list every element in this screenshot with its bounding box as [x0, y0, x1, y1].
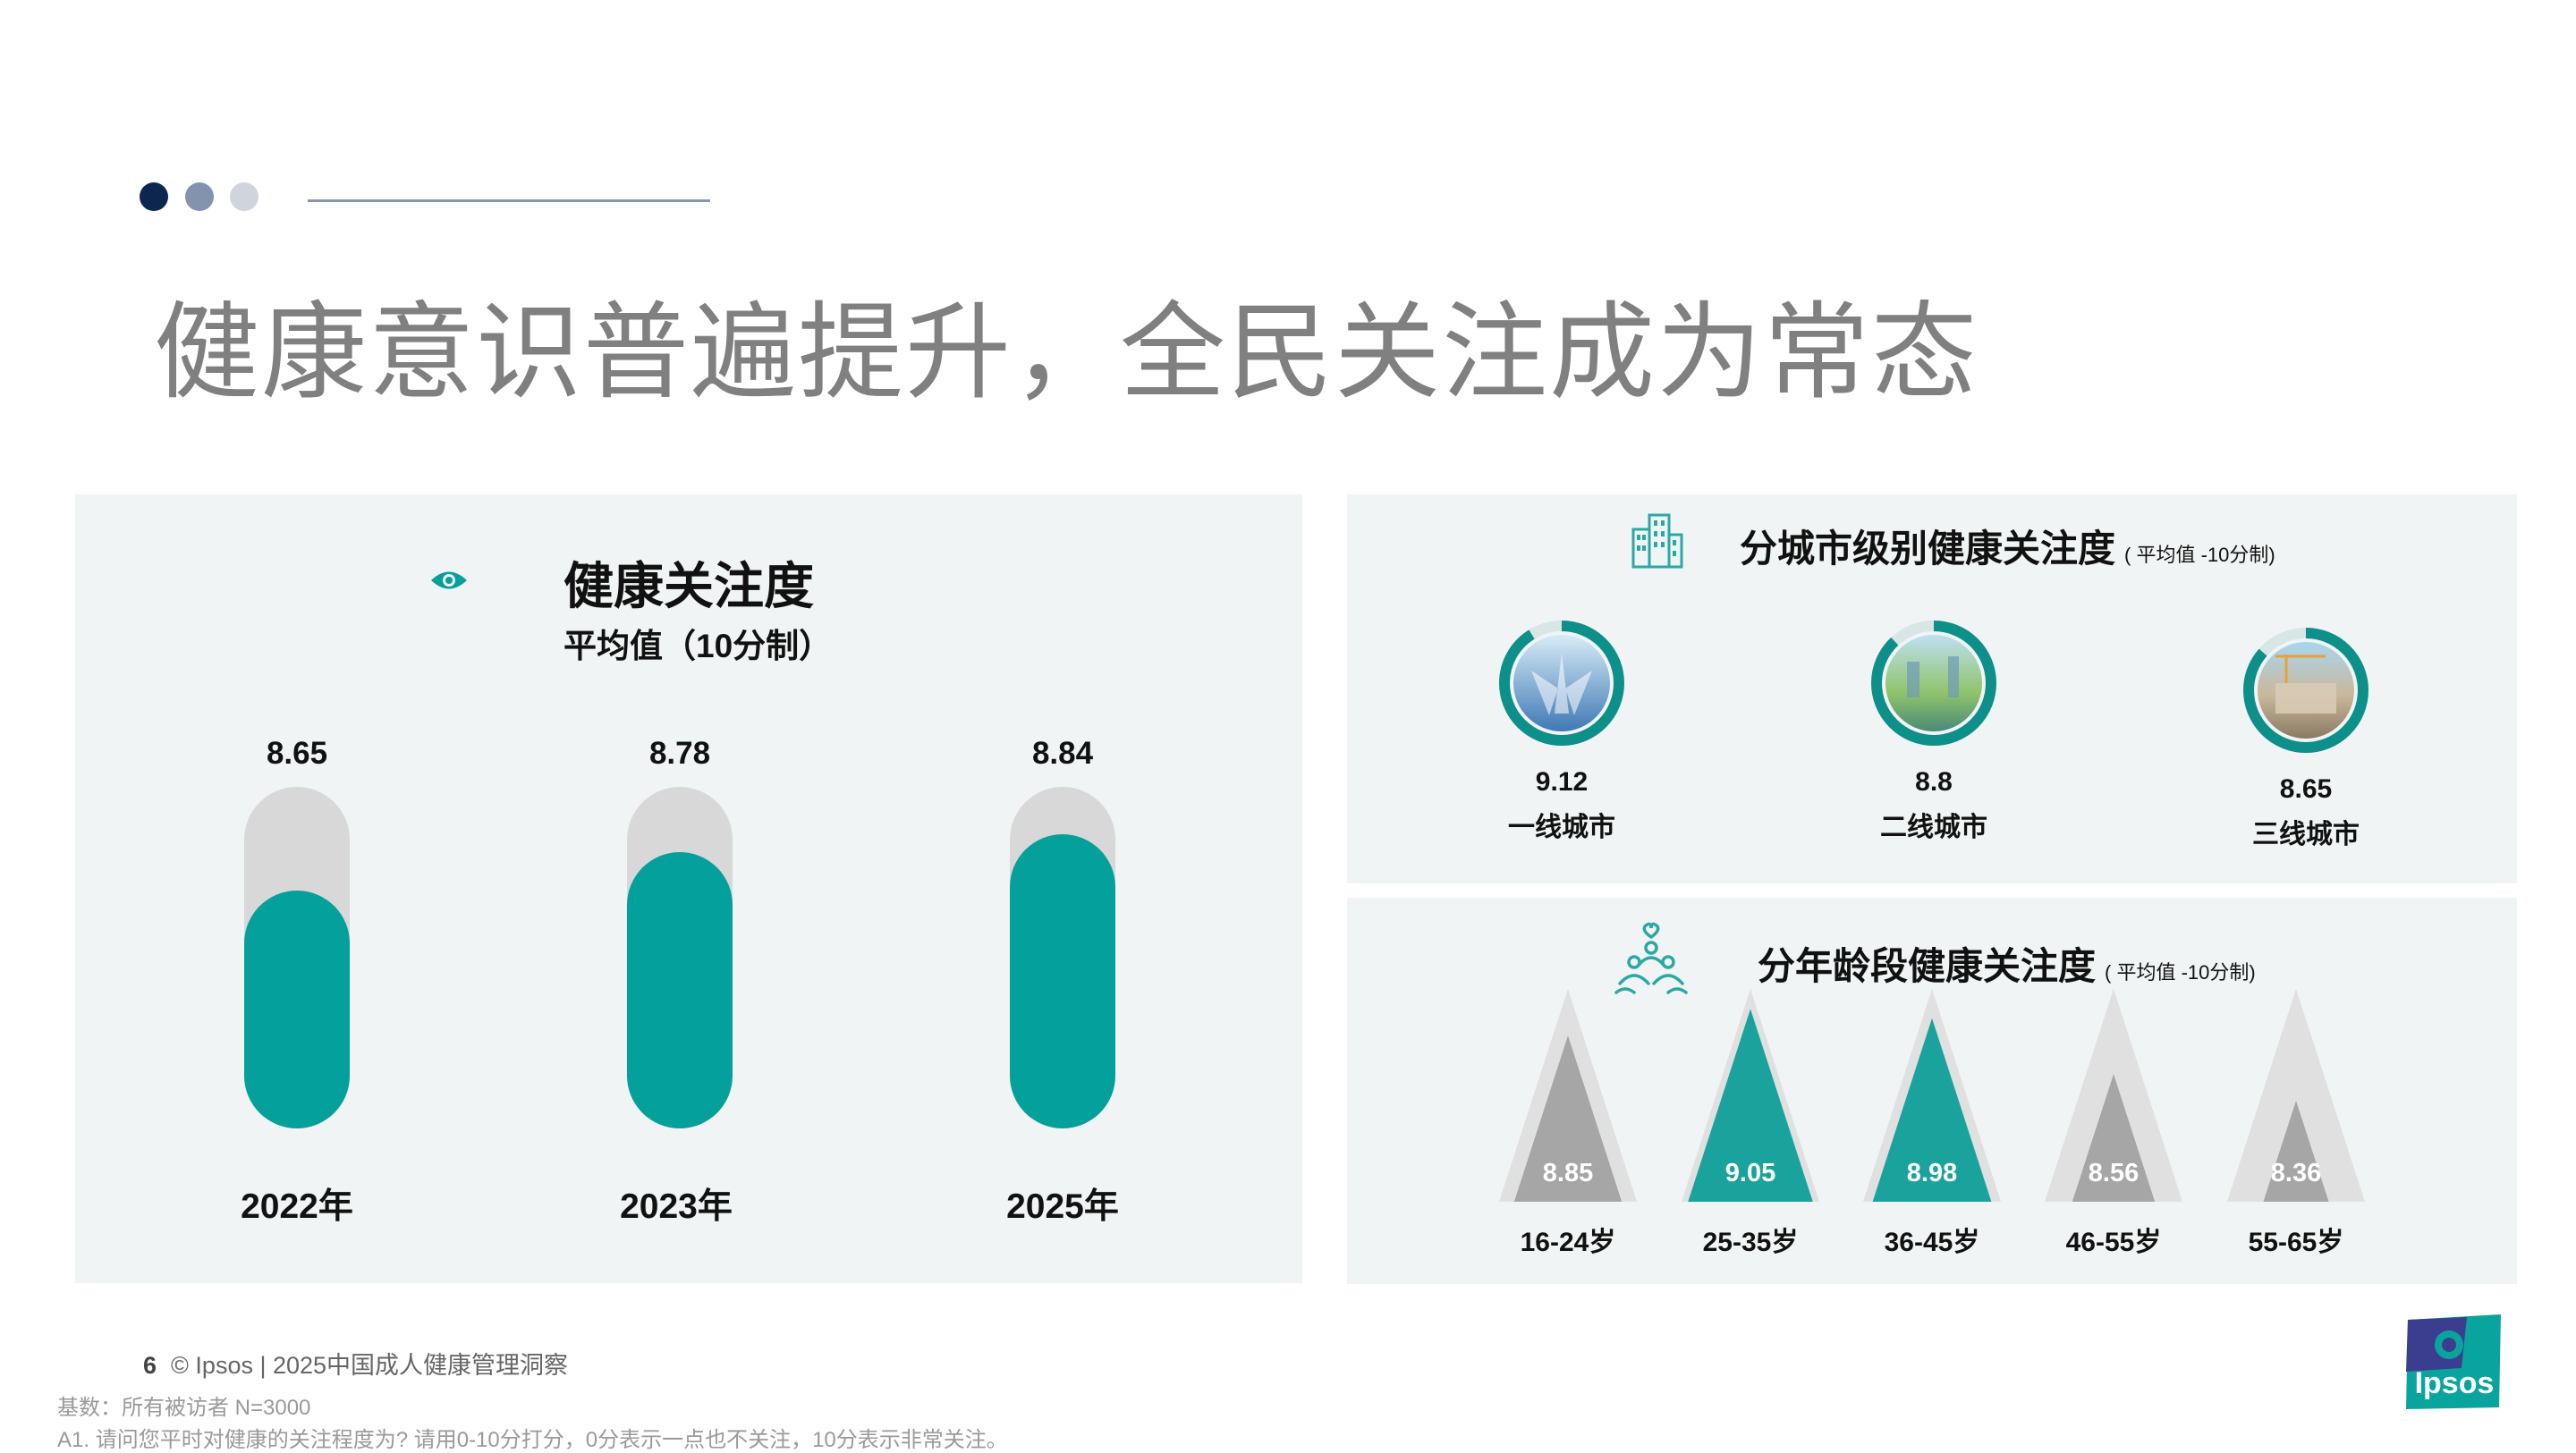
age-title-note: ( 平均值 -10分制): [2105, 961, 2256, 984]
age-3-value: 8.98: [1906, 1159, 1958, 1187]
age-2-triangle: [1682, 989, 1819, 1202]
city-3-ring: [2243, 628, 2368, 753]
age-1-value: 8.85: [1542, 1159, 1594, 1187]
bar-fill: [627, 851, 733, 1128]
bar-year-2025: 2025年: [1006, 1187, 1119, 1226]
age-4-triangle: [2045, 989, 2182, 1202]
copyright-text: © Ipsos | 2025中国成人健康管理洞察: [171, 1352, 569, 1379]
age-title-text: 分年龄段健康关注度: [1758, 945, 2097, 987]
city-2-value: 8.8: [1915, 767, 1953, 797]
page-title: 健康意识普遍提升，全民关注成为常态: [154, 294, 1979, 412]
age-1-label: 16-24岁: [1520, 1228, 1616, 1257]
dot-dark: [140, 182, 168, 211]
age-5-triangle: [2227, 989, 2365, 1202]
city-2-name: 二线城市: [1880, 813, 1987, 842]
city-3-value: 8.65: [2279, 774, 2333, 804]
bar-fill: [244, 890, 350, 1128]
city-title: 分城市级别健康关注度 ( 平均值 -10分制): [1740, 519, 2275, 573]
bar-value-2025: 8.84: [1031, 736, 1094, 771]
building-icon: [1631, 513, 1683, 569]
dot-mid: [185, 182, 214, 211]
bar-2022: [244, 787, 350, 1128]
overall-title: 健康关注度: [564, 558, 814, 614]
age-1-triangle: [1499, 989, 1637, 1202]
city-title-note: ( 平均值 -10分制): [2124, 544, 2275, 566]
age-4-value: 8.56: [2088, 1159, 2140, 1187]
slide-dots: [140, 182, 265, 215]
city-1-name: 一线城市: [1508, 813, 1615, 842]
bar-value-2022: 8.65: [266, 736, 328, 771]
bar-year-2022: 2022年: [241, 1187, 353, 1226]
eye-icon: [431, 571, 467, 589]
bar-year-2023: 2023年: [620, 1187, 733, 1226]
bar-value-2023: 8.78: [648, 736, 711, 771]
age-4-label: 46-55岁: [2065, 1228, 2162, 1257]
age-title: 分年龄段健康关注度 ( 平均值 -10分制): [1758, 936, 2256, 991]
age-3-triangle: [1863, 989, 2001, 1202]
bar-2025: [1010, 787, 1115, 1128]
city-1-ring: [1499, 621, 1624, 746]
city-title-text: 分城市级别健康关注度: [1740, 528, 2116, 570]
age-5-label: 55-65岁: [2248, 1228, 2344, 1257]
svg-text:Ipsos: Ipsos: [2415, 1366, 2495, 1400]
ipsos-logo: Ipsos: [2406, 1314, 2501, 1409]
overall-subtitle: 平均值（10分制）: [564, 628, 833, 664]
header-rule: [308, 199, 710, 202]
people-icon: [1614, 922, 1688, 994]
bar-2023: [627, 787, 733, 1128]
footer-base: 基数：所有被访者 N=3000: [57, 1396, 311, 1420]
footer-copyright: 6 © Ipsos | 2025中国成人健康管理洞察: [143, 1346, 568, 1381]
page-number: 6: [143, 1352, 157, 1379]
city-2-ring: [1871, 621, 1996, 746]
city-3-name: 三线城市: [2252, 820, 2360, 849]
dot-light: [230, 182, 258, 211]
bar-fill: [1010, 833, 1115, 1128]
age-5-value: 8.36: [2270, 1159, 2322, 1187]
age-2-value: 9.05: [1724, 1159, 1776, 1187]
age-2-label: 25-35岁: [1702, 1228, 1799, 1257]
city-1-value: 9.12: [1535, 767, 1589, 797]
age-3-label: 36-45岁: [1884, 1228, 1980, 1257]
